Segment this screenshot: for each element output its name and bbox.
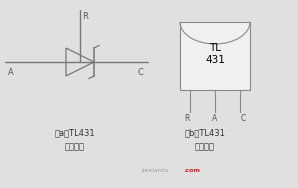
Text: TL
431: TL 431 (205, 43, 225, 65)
Text: jiexiantu: jiexiantu (141, 168, 169, 173)
Text: 的引脚图: 的引脚图 (195, 142, 215, 151)
Text: C: C (240, 114, 246, 123)
Bar (180, 22, 250, 90)
Text: R: R (184, 114, 190, 123)
Text: A: A (8, 68, 14, 77)
Text: A: A (212, 114, 218, 123)
Text: 的等效图: 的等效图 (65, 142, 85, 151)
Text: .com: .com (183, 168, 200, 173)
Text: （a）TL431: （a）TL431 (55, 128, 95, 137)
Text: C: C (138, 68, 144, 77)
Text: （b）TL431: （b）TL431 (184, 128, 226, 137)
Text: R: R (82, 12, 88, 21)
